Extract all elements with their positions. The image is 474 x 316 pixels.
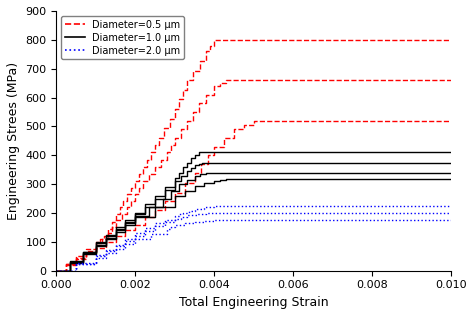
Legend: Diameter=0.5 μm, Diameter=1.0 μm, Diameter=2.0 μm: Diameter=0.5 μm, Diameter=1.0 μm, Diamet…	[61, 16, 184, 59]
X-axis label: Total Engineering Strain: Total Engineering Strain	[179, 296, 328, 309]
Y-axis label: Engineering Strees (MPa): Engineering Strees (MPa)	[7, 62, 20, 220]
